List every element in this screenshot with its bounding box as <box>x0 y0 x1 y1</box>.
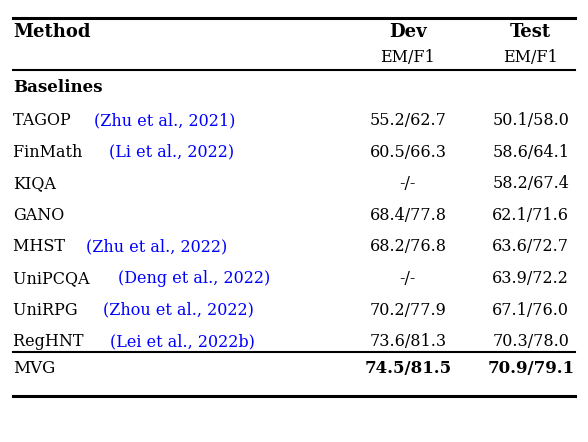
Text: 58.6/64.1: 58.6/64.1 <box>492 144 569 160</box>
Text: GANO: GANO <box>13 207 64 224</box>
Text: KIQA: KIQA <box>13 175 56 192</box>
Text: (Li et al., 2022): (Li et al., 2022) <box>109 144 234 160</box>
Text: UniRPG: UniRPG <box>13 301 83 319</box>
Text: Test: Test <box>510 23 552 42</box>
Text: MVG: MVG <box>13 359 55 377</box>
Text: 58.2/67.4: 58.2/67.4 <box>492 175 569 192</box>
Text: 67.1/76.0: 67.1/76.0 <box>492 301 569 319</box>
Text: (Zhou et al., 2022): (Zhou et al., 2022) <box>103 301 253 319</box>
Text: (Zhu et al., 2021): (Zhu et al., 2021) <box>94 112 235 129</box>
Text: EM/F1: EM/F1 <box>503 49 558 66</box>
Text: 50.1/58.0: 50.1/58.0 <box>492 112 569 129</box>
Text: Baselines: Baselines <box>13 79 102 95</box>
Text: 60.5/66.3: 60.5/66.3 <box>369 144 446 160</box>
Text: 63.9/72.2: 63.9/72.2 <box>492 270 569 287</box>
Text: 68.4/77.8: 68.4/77.8 <box>369 207 446 224</box>
Text: RegHNT: RegHNT <box>13 333 89 350</box>
Text: -/-: -/- <box>400 175 416 192</box>
Text: EM/F1: EM/F1 <box>380 49 435 66</box>
Text: 74.5/81.5: 74.5/81.5 <box>365 359 452 377</box>
Text: FinMath: FinMath <box>13 144 88 160</box>
Text: 63.6/72.7: 63.6/72.7 <box>492 238 569 255</box>
Text: (Zhu et al., 2022): (Zhu et al., 2022) <box>86 238 228 255</box>
Text: 70.2/77.9: 70.2/77.9 <box>369 301 446 319</box>
Text: MHST: MHST <box>13 238 70 255</box>
Text: 68.2/76.8: 68.2/76.8 <box>369 238 446 255</box>
Text: 62.1/71.6: 62.1/71.6 <box>492 207 569 224</box>
Text: Dev: Dev <box>389 23 427 42</box>
Text: -/-: -/- <box>400 270 416 287</box>
Text: Method: Method <box>13 23 91 42</box>
Text: UniPCQA: UniPCQA <box>13 270 95 287</box>
Text: 55.2/62.7: 55.2/62.7 <box>369 112 446 129</box>
Text: 73.6/81.3: 73.6/81.3 <box>369 333 446 350</box>
Text: (Deng et al., 2022): (Deng et al., 2022) <box>118 270 270 287</box>
Text: 70.3/78.0: 70.3/78.0 <box>492 333 569 350</box>
Text: 70.9/79.1: 70.9/79.1 <box>487 359 574 377</box>
Text: TAGOP: TAGOP <box>13 112 76 129</box>
Text: (Lei et al., 2022b): (Lei et al., 2022b) <box>110 333 255 350</box>
